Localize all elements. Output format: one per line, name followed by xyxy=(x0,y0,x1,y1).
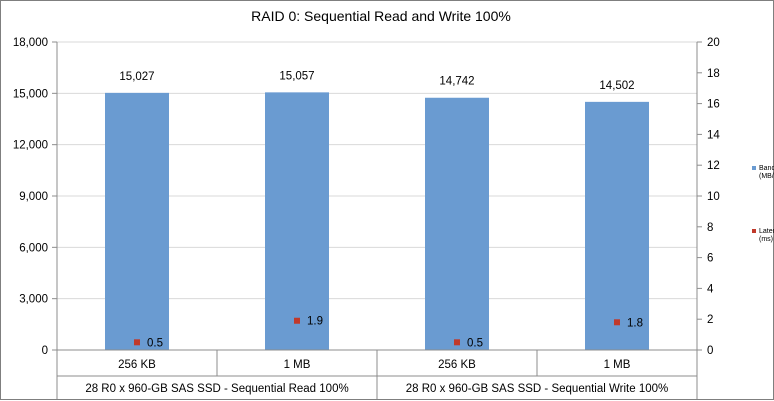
x-category-label: 256 KB xyxy=(118,359,156,371)
legend-label: Latency xyxy=(759,228,774,235)
bandwidth-bar xyxy=(585,101,649,350)
y2-tick-label: 14 xyxy=(707,129,720,141)
y2-tick-label: 16 xyxy=(707,99,720,111)
y2-tick-label: 12 xyxy=(707,160,720,172)
legend-bandwidth-swatch xyxy=(752,166,756,170)
latency-series xyxy=(134,317,620,346)
chart-title: RAID 0: Sequential Read and Write 100% xyxy=(251,8,511,24)
data-labels: 15,027 15,057 14,742 14,502 0.5 1.9 0.5 1.8 xyxy=(119,70,643,349)
legend-label: (MB/s) xyxy=(759,173,774,180)
y2-tick-label: 8 xyxy=(707,222,713,234)
x-category-label: 1 MB xyxy=(284,359,311,371)
bar-series xyxy=(105,92,649,350)
y-tick-label: 12,000 xyxy=(13,140,48,152)
bandwidth-data-label: 15,027 xyxy=(119,71,154,83)
x-category-label: 256 KB xyxy=(438,359,476,371)
latency-data-label: 1.8 xyxy=(627,317,643,329)
x-group-label: 28 R0 x 960-GB SAS SSD - Sequential Writ… xyxy=(406,383,669,395)
latency-data-label: 0.5 xyxy=(467,337,483,349)
x-group-label: 28 R0 x 960-GB SAS SSD - Sequential Read… xyxy=(85,383,348,395)
x-category-label: 1 MB xyxy=(604,359,631,371)
y2-tick-label: 18 xyxy=(707,68,720,80)
latency-data-label: 1.9 xyxy=(307,316,323,328)
y-tick-label: 15,000 xyxy=(13,88,48,100)
bandwidth-bar xyxy=(425,97,489,350)
y2-tick-label: 0 xyxy=(707,345,713,357)
latency-data-label: 0.5 xyxy=(147,337,163,349)
latency-marker xyxy=(614,319,620,326)
bandwidth-bar xyxy=(105,92,169,350)
bandwidth-bar xyxy=(265,92,329,350)
legend-label: Bandwidth xyxy=(759,165,774,172)
y2-tick-label: 20 xyxy=(707,37,720,49)
bandwidth-data-label: 15,057 xyxy=(279,70,314,82)
y2-tick-label: 4 xyxy=(707,283,714,295)
y2-tick-label: 10 xyxy=(707,191,720,203)
y-tick-label: 9,000 xyxy=(19,191,48,203)
y-tick-label: 18,000 xyxy=(13,37,48,49)
bandwidth-data-label: 14,502 xyxy=(599,80,634,92)
y-tick-label: 3,000 xyxy=(19,294,48,306)
latency-marker xyxy=(294,317,300,324)
y2-tick-label: 6 xyxy=(707,253,713,265)
latency-marker xyxy=(454,339,460,346)
legend-label: (ms) xyxy=(759,236,773,243)
y-tick-label: 6,000 xyxy=(19,242,48,254)
y2-tick-label: 2 xyxy=(707,314,713,326)
axes: 0 3,000 6,000 9,000 12,000 15,000 18,000 0 2 4 6 8 1… xyxy=(13,37,720,399)
y-tick-label: 0 xyxy=(42,345,48,357)
latency-marker xyxy=(134,339,140,346)
legend-latency-swatch xyxy=(752,229,756,233)
bandwidth-data-label: 14,742 xyxy=(439,76,474,88)
legend: Bandwidth(MB/s) Latency(ms) xyxy=(752,165,774,243)
